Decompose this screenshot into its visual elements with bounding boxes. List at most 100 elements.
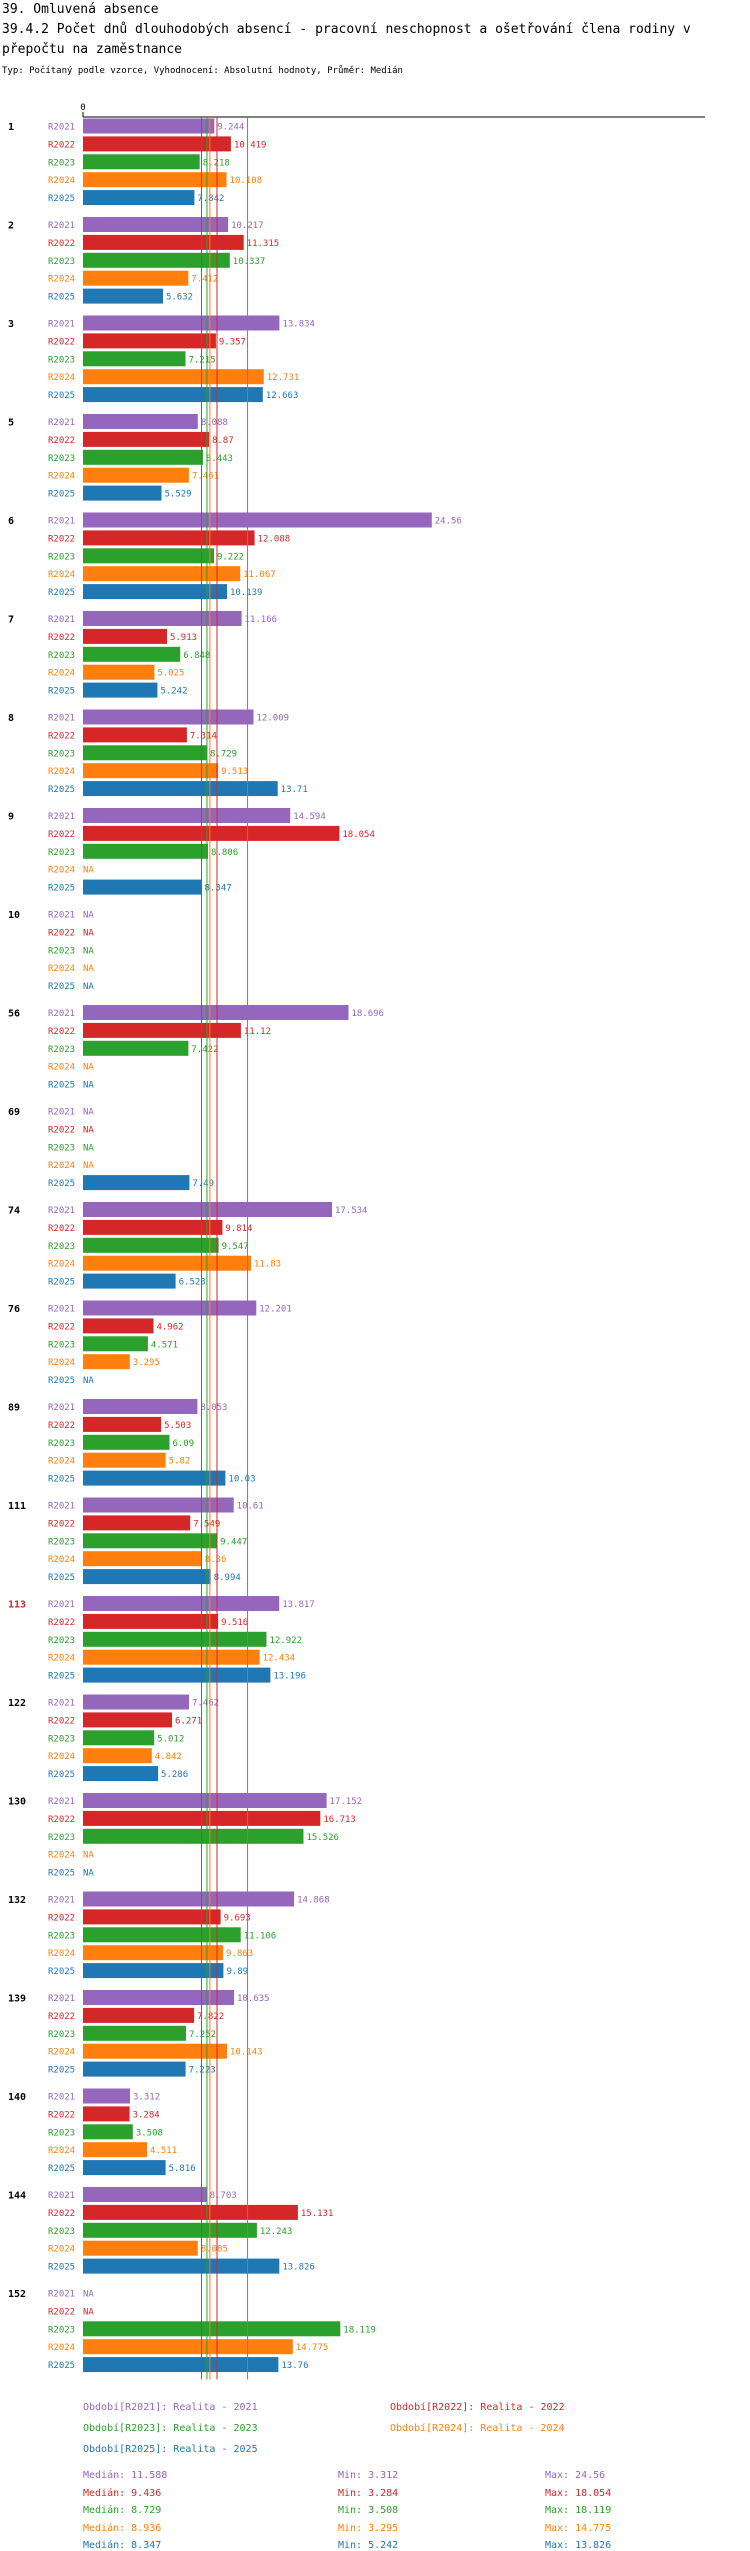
series-label: R2025 bbox=[48, 2263, 75, 2273]
stat-min-R2021: Min: 3.312 bbox=[338, 2470, 399, 2481]
bar-R2023-111 bbox=[83, 1533, 218, 1549]
value-label: 15.526 bbox=[306, 1833, 339, 1843]
series-label: R2021 bbox=[48, 1009, 75, 1019]
series-label: R2024 bbox=[48, 472, 75, 482]
series-label: R2023 bbox=[48, 1537, 75, 1547]
bar-R2024-152 bbox=[83, 2339, 293, 2355]
value-label: 7.822 bbox=[197, 2012, 224, 2022]
series-label: R2023 bbox=[48, 2030, 75, 2040]
value-label: NA bbox=[83, 911, 94, 921]
series-label: R2025 bbox=[48, 1869, 75, 1879]
series-label: R2023 bbox=[48, 454, 75, 464]
bar-R2024-140 bbox=[83, 2142, 148, 2158]
stat-max-R2024: Max: 14.775 bbox=[545, 2522, 612, 2534]
bar-R2023-5 bbox=[83, 449, 203, 465]
value-label: 10.419 bbox=[234, 140, 267, 150]
bar-R2021-144 bbox=[83, 2187, 207, 2202]
series-label: R2024 bbox=[48, 1260, 75, 1270]
series-label: R2022 bbox=[48, 1519, 75, 1529]
stat-min-R2024: Min: 3.295 bbox=[338, 2522, 399, 2534]
bar-R2025-74 bbox=[83, 1273, 176, 1289]
bar-R2023-7 bbox=[83, 646, 181, 662]
series-label: R2021 bbox=[48, 2290, 75, 2300]
series-label: R2022 bbox=[48, 1027, 75, 1037]
value-label: 8.729 bbox=[210, 749, 237, 759]
bar-R2022-74 bbox=[83, 1219, 223, 1235]
series-label: R2025 bbox=[48, 1081, 75, 1091]
series-label: R2021 bbox=[48, 123, 75, 133]
category-label: 6 bbox=[8, 516, 14, 527]
bar-R2025-152 bbox=[83, 2357, 279, 2373]
value-label: 6.271 bbox=[175, 1716, 202, 1726]
bar-R2025-8 bbox=[83, 781, 278, 797]
value-label: 12.009 bbox=[257, 714, 290, 724]
series-label: R2025 bbox=[48, 1672, 75, 1682]
value-label: 24.56 bbox=[435, 517, 462, 527]
value-label: 12.922 bbox=[269, 1636, 302, 1646]
series-label: R2021 bbox=[48, 2191, 75, 2201]
value-label: NA bbox=[83, 1376, 94, 1386]
series-label: R2023 bbox=[48, 848, 75, 858]
series-label: R2022 bbox=[48, 2307, 75, 2317]
bar-R2023-56 bbox=[83, 1040, 189, 1056]
bar-R2025-122 bbox=[83, 1766, 159, 1782]
series-label: R2024 bbox=[48, 570, 75, 580]
bar-R2021-5 bbox=[83, 414, 198, 429]
bar-R2022-113 bbox=[83, 1613, 219, 1629]
bar-R2025-5 bbox=[83, 485, 162, 501]
value-label: NA bbox=[83, 2307, 94, 2317]
bar-R2025-7 bbox=[83, 682, 158, 698]
series-label: R2021 bbox=[48, 1797, 75, 1807]
series-label: R2023 bbox=[48, 158, 75, 168]
value-label: NA bbox=[83, 2290, 94, 2300]
bar-R2024-139 bbox=[83, 2043, 227, 2059]
value-label: 18.054 bbox=[342, 830, 375, 840]
value-label: 9.222 bbox=[217, 552, 244, 562]
series-label: R2024 bbox=[48, 1063, 75, 1073]
series-label: R2025 bbox=[48, 391, 75, 401]
category-label: 69 bbox=[8, 1107, 20, 1118]
series-label: R2024 bbox=[48, 1851, 75, 1861]
value-label: 5.012 bbox=[157, 1734, 184, 1744]
series-label: R2021 bbox=[48, 1994, 75, 2004]
value-label: 8.443 bbox=[206, 454, 233, 464]
value-label: 10.635 bbox=[237, 1994, 270, 2004]
value-label: 8.347 bbox=[205, 884, 232, 894]
value-label: 7.49 bbox=[192, 1179, 214, 1189]
series-label: R2025 bbox=[48, 1573, 75, 1583]
series-label: R2023 bbox=[48, 1636, 75, 1646]
value-label: NA bbox=[83, 1063, 94, 1073]
stat-min-R2023: Min: 3.508 bbox=[338, 2505, 399, 2516]
value-label: 8.218 bbox=[203, 158, 230, 168]
value-label: 8.87 bbox=[212, 436, 234, 446]
stat-median-R2023: Medián: 8.729 bbox=[83, 2505, 162, 2516]
bar-R2024-113 bbox=[83, 1649, 260, 1665]
value-label: 5.913 bbox=[170, 633, 197, 643]
series-label: R2021 bbox=[48, 1600, 75, 1610]
value-label: NA bbox=[83, 1143, 94, 1153]
bar-R2025-3 bbox=[83, 387, 263, 403]
series-label: R2024 bbox=[48, 1161, 75, 1171]
value-label: 11.315 bbox=[247, 239, 280, 249]
series-label: R2022 bbox=[48, 1618, 75, 1628]
value-label: NA bbox=[83, 1851, 94, 1861]
bar-R2022-8 bbox=[83, 727, 187, 743]
value-label: 10.337 bbox=[233, 257, 266, 267]
value-label: 9.357 bbox=[219, 337, 246, 347]
category-label: 122 bbox=[8, 1698, 26, 1709]
series-label: R2021 bbox=[48, 418, 75, 428]
value-label: 5.632 bbox=[166, 293, 193, 303]
series-label: R2024 bbox=[48, 275, 75, 285]
bar-R2025-9 bbox=[83, 879, 202, 895]
value-label: 3.295 bbox=[133, 1358, 160, 1368]
bar-R2021-56 bbox=[83, 1005, 349, 1020]
series-label: R2024 bbox=[48, 2146, 75, 2156]
series-label: R2021 bbox=[48, 2093, 75, 2103]
bar-R2024-111 bbox=[83, 1551, 202, 1567]
legend-item-R2024: Období[R2024]: Realita - 2024 bbox=[390, 2423, 565, 2434]
category-label: 144 bbox=[8, 2191, 26, 2202]
legend-item-R2025: Období[R2025]: Realita - 2025 bbox=[83, 2444, 258, 2455]
category-label: 8 bbox=[8, 713, 14, 724]
series-label: R2022 bbox=[48, 1716, 75, 1726]
